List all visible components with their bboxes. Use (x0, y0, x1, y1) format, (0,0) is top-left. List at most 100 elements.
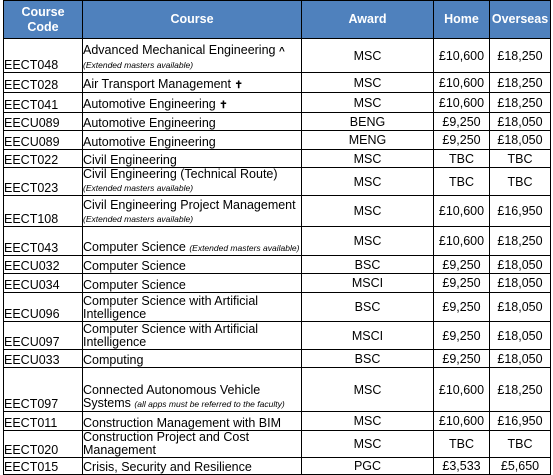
overseas-fee-cell: £16,950 (489, 411, 551, 431)
award-cell: BSC (301, 255, 434, 274)
table-row: EECT015 Crisis, Security and Resilience PG… (3, 457, 551, 475)
course-code-cell: EECT097 (3, 367, 83, 412)
course-name: Construction Management with BIM (83, 416, 282, 430)
table-row: EECU097 Computer Science with Artificial … (3, 321, 551, 350)
course-code-cell: EECU089 (3, 112, 83, 131)
overseas-fee-cell: £18,250 (489, 367, 551, 412)
table-row: EECU033 Computing BSC £9,250 £18,050 (3, 349, 551, 368)
course-name: Computer Science (83, 240, 186, 254)
award-cell: MSC (301, 367, 434, 412)
course-code-cell: EECT043 (3, 226, 83, 256)
award-cell: BSC (301, 349, 434, 368)
course-code-cell: EECT041 (3, 92, 83, 113)
header-home: Home (433, 0, 490, 39)
award-cell: MSC (301, 430, 434, 458)
home-fee-cell: £10,600 (433, 367, 490, 412)
header-course-code: Course Code (3, 0, 83, 39)
course-code-cell: EECT028 (3, 72, 83, 93)
course-name: Automotive Engineering (83, 116, 216, 130)
table-row: EECT041 Automotive Engineering ✝ MSC £10,60… (3, 92, 551, 113)
course-footnote-mark: ^ (278, 46, 285, 57)
course-name: Construction Project and Cost Management (83, 430, 250, 457)
course-name-cell: Civil Engineering (82, 149, 302, 168)
home-fee-cell: £10,600 (433, 72, 490, 93)
overseas-fee-cell: £18,250 (489, 38, 551, 73)
course-code-cell: EECT108 (3, 195, 83, 227)
award-cell: MSCI (301, 273, 434, 293)
overseas-fee-cell: £5,650 (489, 457, 551, 475)
award-cell: MSC (301, 411, 434, 431)
award-cell: BSC (301, 292, 434, 322)
overseas-fee-cell: £18,050 (489, 321, 551, 350)
course-name-cell: Advanced Mechanical Engineering ^ (Exten… (82, 38, 302, 73)
overseas-fee-cell: £18,050 (489, 112, 551, 131)
course-name: Computer Science with Artificial Intelli… (83, 294, 259, 321)
course-name-cell: Automotive Engineering (82, 112, 302, 131)
table-row: EECU032 Computer Science BSC £9,250 £18,050 (3, 255, 551, 274)
home-fee-cell: £9,250 (433, 112, 490, 131)
course-code-cell: EECU089 (3, 130, 83, 150)
course-name: Automotive Engineering (83, 135, 216, 149)
award-cell: MSC (301, 72, 434, 93)
table-row: EECT023 Civil Engineering (Technical Rout… (3, 167, 551, 196)
home-fee-cell: TBC (433, 167, 490, 196)
course-name-cell: Air Transport Management ✝ (82, 72, 302, 93)
course-note: (Extended masters available) (83, 60, 194, 70)
course-name-cell: Computer Science with Artificial Intelli… (82, 292, 302, 322)
overseas-fee-cell: £18,250 (489, 72, 551, 93)
course-name: Automotive Engineering (83, 97, 216, 111)
home-fee-cell: £10,600 (433, 411, 490, 431)
table-row: EECU089 Automotive Engineering BENG £9,250 £… (3, 112, 551, 131)
overseas-fee-cell: £18,250 (489, 226, 551, 256)
table-row: EECT097 Connected Autonomous Vehicle Syst… (3, 367, 551, 412)
course-name-cell: Computer Science (82, 273, 302, 293)
course-code-cell: EECU033 (3, 349, 83, 368)
header-row: Course Code Course Award Home Overseas (3, 0, 551, 39)
table-row: EECT011 Construction Management with BIM M… (3, 411, 551, 431)
table-row: EECT022 Civil Engineering MSC TBC TBC (3, 149, 551, 168)
course-note: (Extended masters available) (83, 214, 194, 224)
header-overseas: Overseas (489, 0, 551, 39)
home-fee-cell: £10,600 (433, 92, 490, 113)
award-cell: MSC (301, 92, 434, 113)
table-row: EECT043 Computer Science (Extended master… (3, 226, 551, 256)
award-cell: MSCI (301, 321, 434, 350)
course-code-cell: EECU032 (3, 255, 83, 274)
overseas-fee-cell: £18,250 (489, 92, 551, 113)
home-fee-cell: £9,250 (433, 321, 490, 350)
home-fee-cell: £9,250 (433, 130, 490, 150)
course-name-cell: Crisis, Security and Resilience (82, 457, 302, 475)
course-name-cell: Construction Management with BIM (82, 411, 302, 431)
award-cell: BENG (301, 112, 434, 131)
home-fee-cell: £9,250 (433, 255, 490, 274)
table-row: EECT020 Construction Project and Cost Man… (3, 430, 551, 458)
home-fee-cell: £9,250 (433, 349, 490, 368)
course-code-cell: EECU096 (3, 292, 83, 322)
course-name-cell: Civil Engineering Project Management (Ex… (82, 195, 302, 227)
course-code-cell: EECT022 (3, 149, 83, 168)
course-code-cell: EECT020 (3, 430, 83, 458)
course-name: Civil Engineering (Technical Route) (83, 167, 278, 181)
home-fee-cell: TBC (433, 430, 490, 458)
course-name: Connected Autonomous Vehicle Systems (83, 383, 261, 410)
table-row: EECT048 Advanced Mechanical Engineering ^… (3, 38, 551, 73)
course-note: (Extended masters available) (83, 183, 194, 193)
course-name-cell: Automotive Engineering (82, 130, 302, 150)
course-name: Crisis, Security and Resilience (83, 460, 252, 474)
course-name: Computer Science (83, 259, 186, 273)
overseas-fee-cell: £18,050 (489, 130, 551, 150)
course-name: Computer Science (83, 278, 186, 292)
course-note: (Extended masters available) (189, 243, 300, 253)
overseas-fee-cell: £16,950 (489, 195, 551, 227)
course-name: Advanced Mechanical Engineering (83, 43, 276, 57)
course-footnote-mark: ✝ (219, 100, 228, 111)
course-note: (all apps must be referred to the facult… (134, 399, 285, 409)
table-row: EECT028 Air Transport Management ✝ MSC £10,… (3, 72, 551, 93)
course-name-cell: Computer Science (82, 255, 302, 274)
award-cell: MSC (301, 149, 434, 168)
home-fee-cell: £10,600 (433, 226, 490, 256)
course-code-cell: EECU097 (3, 321, 83, 350)
overseas-fee-cell: TBC (489, 149, 551, 168)
home-fee-cell: £9,250 (433, 292, 490, 322)
overseas-fee-cell: £18,050 (489, 273, 551, 293)
